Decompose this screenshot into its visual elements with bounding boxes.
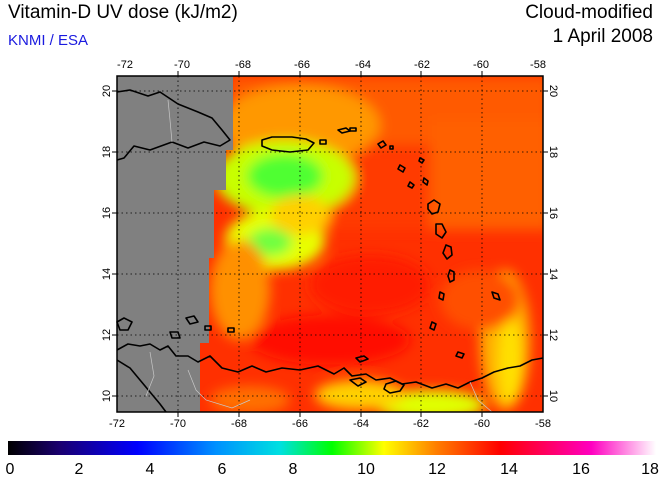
lon-label-top: -70 <box>174 59 190 71</box>
colorbar-tick-label: 8 <box>289 461 298 478</box>
lat-label-right: 18 <box>547 146 559 158</box>
borders <box>145 99 493 413</box>
colorbar <box>8 441 656 455</box>
product-name: Cloud-modified <box>525 2 653 23</box>
lon-label-top: -68 <box>235 59 251 71</box>
lat-label-right: 14 <box>547 268 559 280</box>
lat-label-left: 14 <box>101 268 113 280</box>
lon-label-bottom: -72 <box>109 418 125 430</box>
lon-label-bottom: -58 <box>535 418 551 430</box>
lat-label-left: 10 <box>101 390 113 402</box>
map-title: Vitamin-D UV dose (kJ/m2) <box>8 2 238 23</box>
lat-label-left: 16 <box>101 207 113 219</box>
lon-label-bottom: -66 <box>292 418 308 430</box>
colorbar-tick-label: 18 <box>641 461 659 478</box>
colorbar-tick-label: 16 <box>572 461 590 478</box>
lon-label-bottom: -70 <box>170 418 186 430</box>
lon-label-top: -64 <box>355 59 371 71</box>
colorbar-tick-label: 0 <box>6 461 15 478</box>
lon-label-bottom: -60 <box>474 418 490 430</box>
lat-label-left: 18 <box>101 146 113 158</box>
lat-label-left: 20 <box>101 85 113 97</box>
lat-label-right: 20 <box>547 85 559 97</box>
colorbar-tick-label: 12 <box>428 461 446 478</box>
data-credit: KNMI / ESA <box>8 32 89 49</box>
lon-label-top: -62 <box>414 59 430 71</box>
axis-ticks <box>112 71 548 417</box>
coastlines <box>116 89 544 413</box>
lat-label-right: 10 <box>547 390 559 402</box>
lon-label-bottom: -62 <box>413 418 429 430</box>
map-date: 1 April 2008 <box>552 26 653 47</box>
lon-label-top: -58 <box>530 59 546 71</box>
lon-label-top: -60 <box>473 59 489 71</box>
lat-label-right: 12 <box>547 329 559 341</box>
colorbar-tick-label: 10 <box>357 461 375 478</box>
map-frame <box>116 75 544 413</box>
lat-label-right: 16 <box>547 207 559 219</box>
colorbar-tick-label: 4 <box>146 461 155 478</box>
colorbar-tick-label: 14 <box>500 461 518 478</box>
uv-dose-field <box>117 76 543 412</box>
lon-label-top: -66 <box>294 59 310 71</box>
lat-label-left: 12 <box>101 329 113 341</box>
colorbar-tick-label: 2 <box>75 461 84 478</box>
lon-label-bottom: -68 <box>231 418 247 430</box>
lon-label-bottom: -64 <box>353 418 369 430</box>
lon-label-top: -72 <box>117 59 133 71</box>
colorbar-tick-label: 6 <box>218 461 227 478</box>
